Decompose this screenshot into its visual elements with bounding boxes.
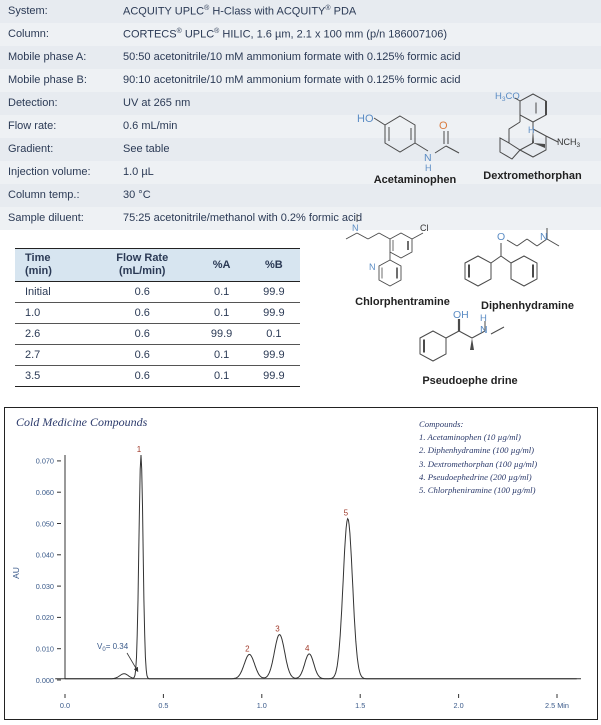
- svg-text:0.0: 0.0: [60, 701, 70, 710]
- svg-text:OH: OH: [453, 310, 469, 321]
- svg-text:1.5: 1.5: [355, 701, 365, 710]
- svg-text:5: 5: [344, 509, 349, 518]
- svg-text:0.000: 0.000: [36, 676, 54, 685]
- svg-text:HO: HO: [357, 113, 374, 125]
- svg-text:V0= 0.34: V0= 0.34: [97, 642, 129, 653]
- svg-text:0.060: 0.060: [36, 488, 54, 497]
- svg-text:3: 3: [275, 625, 280, 634]
- svg-text:2.5 Min: 2.5 Min: [545, 701, 569, 710]
- svg-text:N: N: [480, 324, 488, 336]
- svg-text:H: H: [528, 125, 535, 135]
- svg-text:1: 1: [137, 445, 142, 454]
- svg-text:H: H: [425, 163, 432, 173]
- svg-text:N: N: [352, 223, 359, 233]
- svg-text:2: 2: [245, 644, 250, 653]
- svg-text:O: O: [439, 120, 448, 132]
- svg-text:1.0: 1.0: [257, 701, 267, 710]
- svg-text:0.030: 0.030: [36, 582, 54, 591]
- svg-text:H: H: [480, 313, 487, 324]
- svg-text:N: N: [540, 231, 548, 243]
- svg-text:NCH3: NCH3: [557, 137, 581, 149]
- svg-text:AU: AU: [11, 567, 21, 579]
- svg-text:0.5: 0.5: [158, 701, 168, 710]
- svg-text:2.0: 2.0: [454, 701, 464, 710]
- svg-text:0.040: 0.040: [36, 551, 54, 560]
- svg-text:O: O: [497, 231, 505, 243]
- svg-text:4: 4: [305, 644, 310, 653]
- svg-text:N: N: [369, 262, 376, 272]
- svg-text:0.050: 0.050: [36, 519, 54, 528]
- svg-text:0.070: 0.070: [36, 457, 54, 466]
- svg-text:0.020: 0.020: [36, 613, 54, 622]
- svg-text:H3CO: H3CO: [495, 91, 520, 103]
- svg-text:Cl: Cl: [420, 223, 429, 233]
- svg-text:0.010: 0.010: [36, 645, 54, 654]
